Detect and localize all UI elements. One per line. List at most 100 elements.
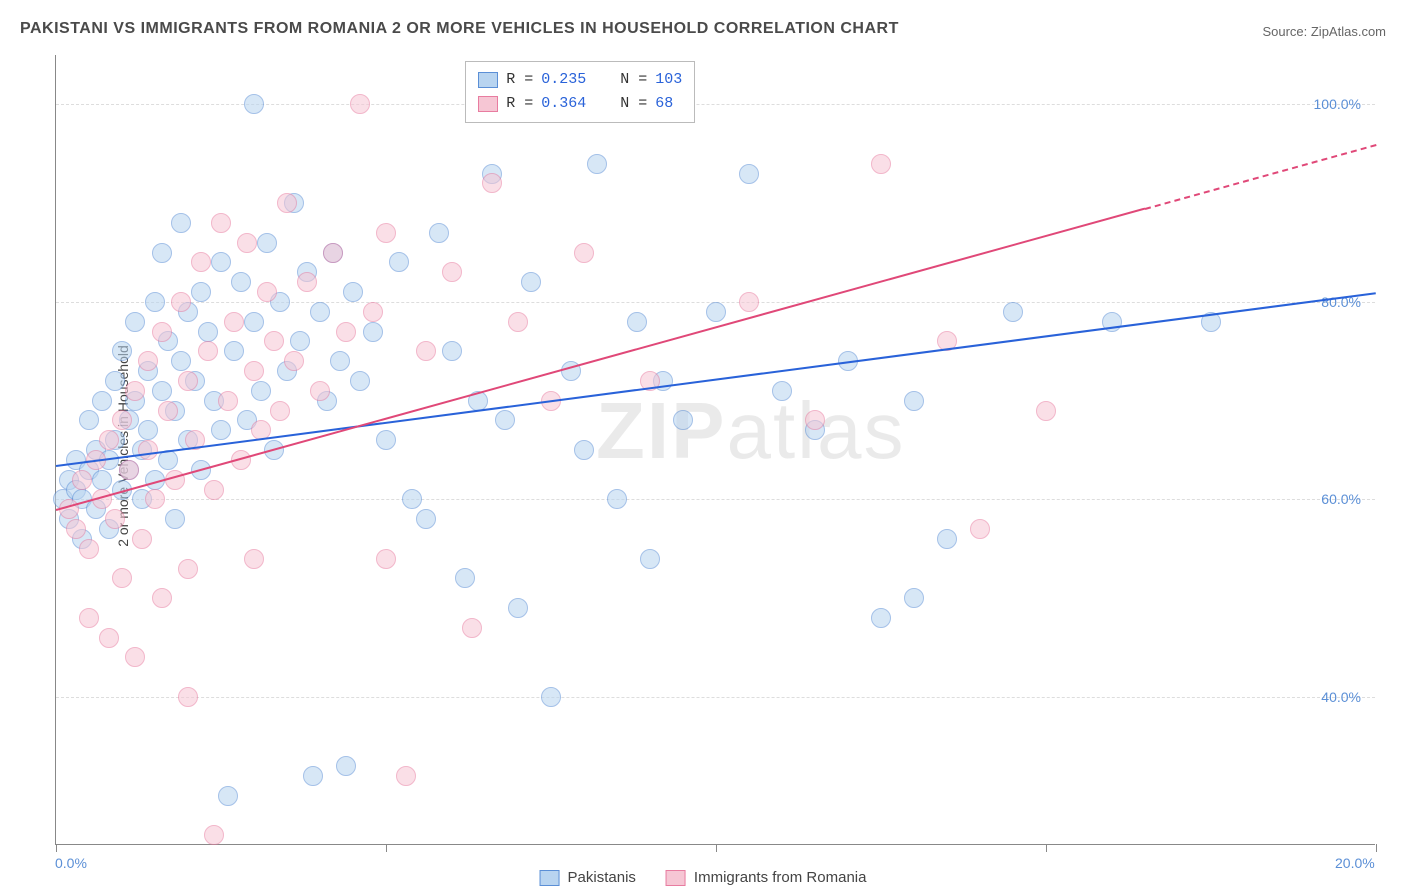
scatter-point: [112, 341, 132, 361]
trend-line: [1145, 144, 1377, 210]
scatter-point: [244, 361, 264, 381]
legend-item: Pakistanis: [540, 869, 636, 886]
bottom-legend: PakistanisImmigrants from Romania: [540, 869, 867, 886]
x-tick: [56, 844, 57, 852]
legend-label: Pakistanis: [568, 869, 636, 886]
scatter-point: [79, 410, 99, 430]
scatter-point: [607, 489, 627, 509]
scatter-point: [244, 94, 264, 114]
scatter-point: [673, 410, 693, 430]
scatter-point: [178, 559, 198, 579]
scatter-point: [904, 391, 924, 411]
scatter-point: [508, 598, 528, 618]
scatter-point: [739, 292, 759, 312]
scatter-point: [1036, 401, 1056, 421]
x-tick-label: 0.0%: [55, 855, 87, 871]
scatter-point: [72, 470, 92, 490]
scatter-point: [389, 252, 409, 272]
scatter-point: [270, 401, 290, 421]
legend-swatch: [666, 870, 686, 886]
scatter-point: [462, 618, 482, 638]
scatter-point: [178, 687, 198, 707]
scatter-point: [290, 331, 310, 351]
scatter-point: [112, 410, 132, 430]
legend-swatch: [540, 870, 560, 886]
n-label: N =: [620, 68, 647, 92]
scatter-point: [442, 341, 462, 361]
scatter-point: [587, 154, 607, 174]
scatter-point: [336, 756, 356, 776]
scatter-point: [112, 568, 132, 588]
scatter-point: [284, 351, 304, 371]
scatter-point: [323, 243, 343, 263]
y-tick-label: 60.0%: [1321, 491, 1361, 507]
r-label: R =: [506, 92, 533, 116]
scatter-point: [376, 549, 396, 569]
scatter-point: [125, 381, 145, 401]
scatter-point: [521, 272, 541, 292]
scatter-point: [416, 341, 436, 361]
watermark: ZIPatlas: [596, 385, 905, 477]
scatter-point: [402, 489, 422, 509]
scatter-point: [482, 173, 502, 193]
x-tick: [716, 844, 717, 852]
scatter-point: [805, 410, 825, 430]
scatter-point: [211, 252, 231, 272]
scatter-point: [574, 243, 594, 263]
scatter-point: [871, 154, 891, 174]
scatter-point: [429, 223, 449, 243]
scatter-point: [218, 786, 238, 806]
scatter-point: [165, 509, 185, 529]
x-tick: [1376, 844, 1377, 852]
scatter-point: [350, 94, 370, 114]
scatter-point: [237, 233, 257, 253]
scatter-point: [152, 322, 172, 342]
scatter-point: [231, 272, 251, 292]
n-label: N =: [620, 92, 647, 116]
scatter-point: [152, 588, 172, 608]
scatter-point: [171, 213, 191, 233]
scatter-point: [343, 282, 363, 302]
scatter-point: [198, 322, 218, 342]
scatter-point: [99, 430, 119, 450]
scatter-point: [739, 164, 759, 184]
scatter-point: [350, 371, 370, 391]
scatter-point: [257, 233, 277, 253]
scatter-point: [171, 292, 191, 312]
scatter-point: [244, 549, 264, 569]
scatter-point: [303, 766, 323, 786]
scatter-point: [218, 391, 238, 411]
scatter-point: [455, 568, 475, 588]
scatter-point: [904, 588, 924, 608]
scatter-point: [251, 381, 271, 401]
scatter-point: [211, 420, 231, 440]
scatter-point: [1003, 302, 1023, 322]
scatter-point: [376, 223, 396, 243]
scatter-point: [257, 282, 277, 302]
scatter-point: [152, 243, 172, 263]
scatter-point: [640, 549, 660, 569]
scatter-point: [396, 766, 416, 786]
legend-swatch: [478, 96, 498, 112]
y-tick-label: 40.0%: [1321, 689, 1361, 705]
plot-area: ZIPatlas 40.0%60.0%80.0%100.0%R =0.235 N…: [55, 55, 1375, 845]
scatter-point: [224, 341, 244, 361]
scatter-point: [627, 312, 647, 332]
scatter-point: [79, 539, 99, 559]
scatter-point: [125, 312, 145, 332]
scatter-point: [224, 312, 244, 332]
y-tick-label: 100.0%: [1314, 96, 1361, 112]
scatter-point: [330, 351, 350, 371]
scatter-point: [92, 470, 112, 490]
scatter-point: [336, 322, 356, 342]
scatter-point: [277, 193, 297, 213]
stats-box: R =0.235 N =103R =0.364 N = 68: [465, 61, 695, 123]
stats-row: R =0.235 N =103: [478, 68, 682, 92]
scatter-point: [363, 302, 383, 322]
scatter-point: [970, 519, 990, 539]
scatter-point: [772, 381, 792, 401]
scatter-point: [244, 312, 264, 332]
scatter-point: [297, 272, 317, 292]
scatter-point: [191, 282, 211, 302]
r-value: 0.364: [541, 92, 586, 116]
